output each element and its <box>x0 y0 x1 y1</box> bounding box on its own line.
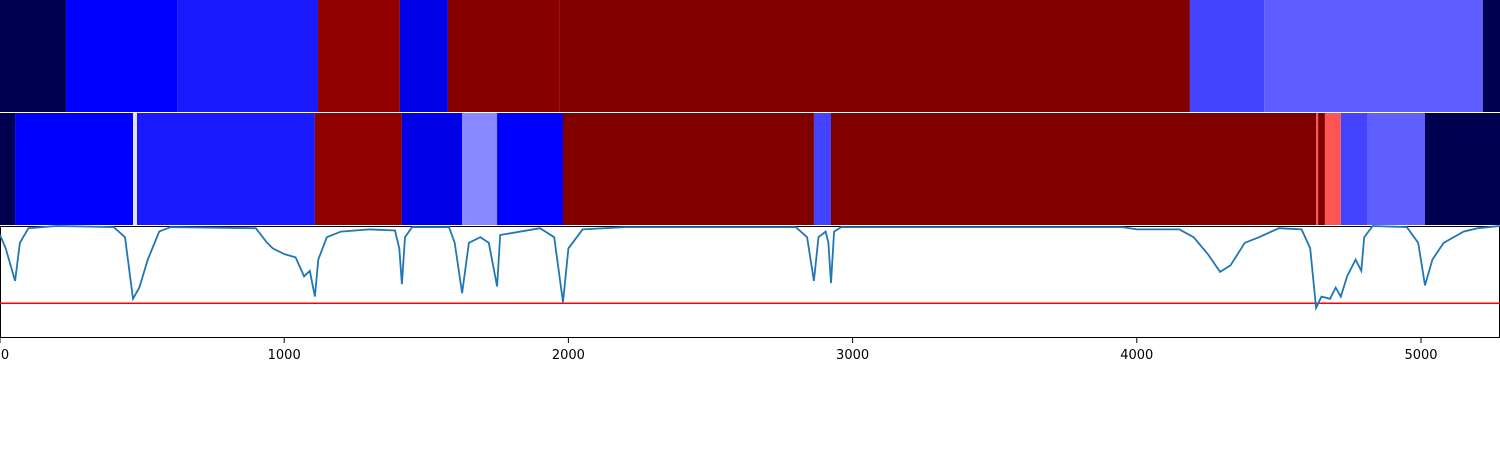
segment <box>177 0 319 112</box>
x-tick-label: 5000 <box>1404 348 1437 363</box>
segment <box>318 0 400 112</box>
segment <box>1324 113 1341 225</box>
segment <box>314 113 402 225</box>
segment <box>1366 113 1425 225</box>
segment <box>830 113 1317 225</box>
segment <box>401 113 463 225</box>
line <box>0 225 1500 312</box>
x-tick-label: 0 <box>1 348 9 363</box>
segment <box>447 0 560 112</box>
x-tick-label: 4000 <box>1120 348 1153 363</box>
segment <box>399 0 448 112</box>
segment <box>133 113 137 225</box>
segment <box>1264 0 1483 112</box>
segment <box>1318 113 1325 225</box>
segment <box>497 113 563 225</box>
x-tick-label: 3000 <box>836 348 869 363</box>
segment <box>1424 113 1500 225</box>
segment <box>559 0 1190 112</box>
segment <box>0 113 16 225</box>
segment <box>1482 0 1500 112</box>
segment <box>1316 113 1319 225</box>
segment <box>0 0 66 112</box>
segment <box>1189 0 1265 112</box>
x-tick-label: 1000 <box>268 348 301 363</box>
segment <box>813 113 831 225</box>
segment <box>65 0 178 112</box>
plot-frame <box>0 226 1500 338</box>
segment <box>462 113 498 225</box>
segment <box>1340 113 1367 225</box>
x-tick-label: 2000 <box>552 348 585 363</box>
segment <box>15 113 134 225</box>
segment <box>562 113 814 225</box>
segment <box>136 113 315 225</box>
